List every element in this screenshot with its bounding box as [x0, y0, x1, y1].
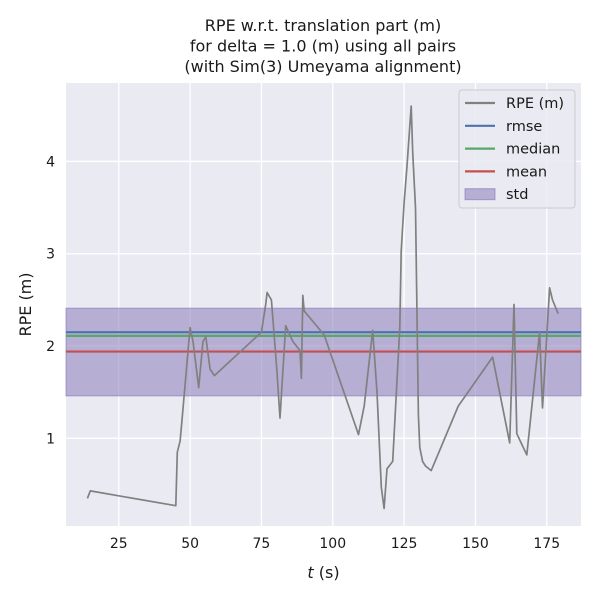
stat-lines: [66, 331, 581, 353]
rpe-line: [86, 105, 559, 510]
legend-label: median: [506, 142, 560, 158]
title-line-3: (with Sim(3) Umeyama alignment): [184, 57, 461, 76]
legend-label: mean: [506, 164, 547, 180]
legend-box: [458, 89, 576, 209]
x-tick-label: 75: [253, 536, 271, 552]
y-tick-labels: 1 2 3 4: [46, 154, 55, 447]
x-tick-label: 125: [391, 536, 418, 552]
rpe-series: [86, 105, 559, 510]
y-tick-label: 2: [46, 339, 55, 355]
x-axis-label-var: t: [307, 563, 314, 582]
x-tick-label: 50: [181, 536, 199, 552]
x-tick-labels: 25 50 75 100 125 150 175: [110, 536, 560, 552]
title-line-2: for delta = 1.0 (m) using all pairs: [190, 37, 456, 56]
y-tick-label: 4: [46, 154, 55, 170]
legend-label: std: [506, 187, 528, 203]
y-axis-label: RPE (m): [16, 272, 35, 336]
x-tick-label: 100: [319, 536, 346, 552]
y-tick-label: 1: [46, 431, 55, 447]
legend-label: RPE (m): [506, 96, 564, 112]
legend-swatch: [464, 188, 496, 201]
title-line-1: RPE w.r.t. translation part (m): [205, 16, 441, 35]
x-axis-label: t (s): [307, 563, 339, 582]
legend: RPE (m) rmse median mean std: [458, 89, 576, 209]
x-axis-label-unit: (s): [314, 563, 340, 582]
chart-title: RPE w.r.t. translation part (m) for delta…: [184, 16, 461, 76]
x-tick-label: 175: [533, 536, 560, 552]
y-tick-label: 3: [46, 247, 55, 263]
legend-label: rmse: [506, 119, 542, 135]
x-tick-label: 25: [110, 536, 128, 552]
x-tick-label: 150: [462, 536, 489, 552]
